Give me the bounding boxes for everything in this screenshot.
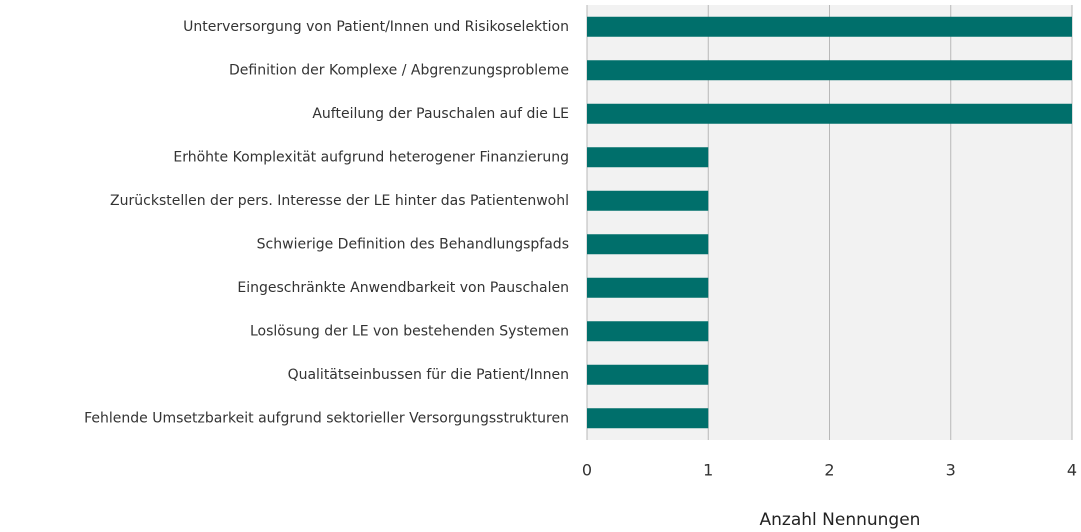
bar [587, 103, 1072, 124]
bar [587, 190, 709, 211]
bar [587, 147, 709, 168]
bar [587, 277, 709, 298]
bar [587, 16, 1072, 37]
bar [587, 321, 709, 342]
x-tick-label: 4 [1067, 461, 1077, 480]
y-tick-label: Qualitätseinbussen für die Patient/Innen [288, 367, 569, 383]
y-tick-label: Schwierige Definition des Behandlungspfa… [257, 236, 569, 252]
y-tick-label: Zurückstellen der pers. Interesse der LE… [110, 193, 569, 209]
y-tick-label: Fehlende Umsetzbarkeit aufgrund sektorie… [84, 410, 569, 426]
x-axis-title: Anzahl Nennungen [760, 510, 921, 530]
y-tick-label: Definition der Komplexe / Abgrenzungspro… [229, 62, 569, 78]
bar [587, 408, 709, 429]
x-tick-label: 1 [703, 461, 713, 480]
bar [587, 60, 1072, 81]
x-tick-label: 2 [824, 461, 834, 480]
y-tick-label: Loslösung der LE von bestehenden Systeme… [250, 323, 569, 339]
bar [587, 364, 709, 385]
y-tick-label: Unterversorgung von Patient/Innen und Ri… [183, 19, 569, 35]
bar [587, 234, 709, 255]
y-tick-label: Aufteilung der Pauschalen auf die LE [312, 106, 569, 122]
y-tick-label: Erhöhte Komplexität aufgrund heterogener… [173, 149, 569, 165]
x-tick-label: 0 [582, 461, 592, 480]
x-tick-label: 3 [946, 461, 956, 480]
y-tick-label: Eingeschränkte Anwendbarkeit von Pauscha… [237, 280, 569, 296]
